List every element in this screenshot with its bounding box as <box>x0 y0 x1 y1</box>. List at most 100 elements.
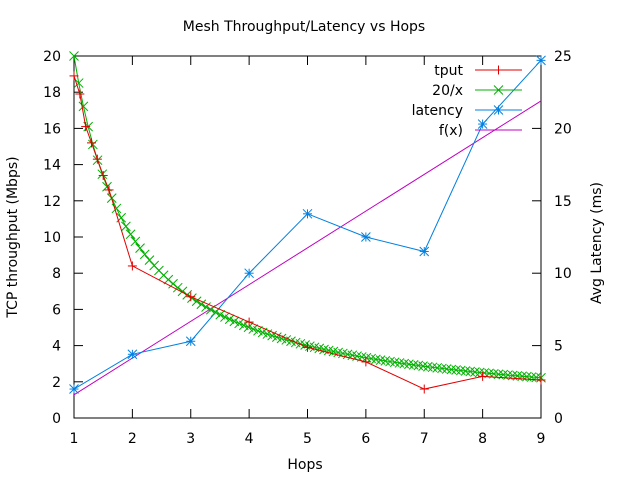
data-point-cross <box>168 278 178 289</box>
data-point-plus <box>127 261 137 271</box>
y-tick-label: 14 <box>43 158 61 174</box>
data-point-plus <box>98 170 108 180</box>
data-point-cross <box>130 236 141 247</box>
data-point-plus <box>494 65 503 75</box>
data-point-plus <box>104 185 114 195</box>
legend-label: latency <box>412 103 463 119</box>
legend-label: tput <box>434 63 463 79</box>
data-point-star <box>536 55 546 66</box>
data-point-star <box>185 336 196 347</box>
data-point-cross <box>229 316 240 327</box>
data-point-plus <box>303 342 312 352</box>
data-point-cross <box>135 243 145 254</box>
legend-label: 20/x <box>432 83 463 99</box>
y-axis-label: TCP throughput (Mbps) <box>5 156 21 318</box>
data-point-cross <box>88 139 98 150</box>
x-tick-label: 2 <box>128 431 137 447</box>
data-point-cross <box>455 365 466 376</box>
data-point-star <box>244 268 254 279</box>
data-point-cross <box>187 293 197 303</box>
legend: tput 20/x latency f(x) <box>412 63 522 139</box>
data-point-plus <box>419 384 429 394</box>
y-tick-label: 12 <box>43 194 61 210</box>
series-tput <box>69 71 546 394</box>
data-point-cross <box>215 309 226 320</box>
data-point-cross <box>451 365 461 375</box>
y-tick-label: 18 <box>43 85 61 101</box>
y-tick-label: 0 <box>52 411 61 427</box>
y2-tick-label: 25 <box>554 49 572 65</box>
data-point-plus <box>186 292 196 302</box>
data-point-star <box>361 232 371 242</box>
data-point-cross <box>432 363 443 373</box>
data-point-cross <box>441 364 452 374</box>
x-tick-label: 6 <box>361 431 370 447</box>
data-point-plus <box>536 375 546 385</box>
data-point-star <box>419 246 430 257</box>
data-point-plus <box>244 317 254 327</box>
data-point-plus <box>87 138 97 148</box>
series-20-x <box>69 51 546 383</box>
y2-axis-label: Avg Latency (ms) <box>589 182 605 304</box>
x-tick-label: 3 <box>186 431 195 447</box>
x-tick-label: 9 <box>537 431 546 447</box>
data-point-cross <box>121 221 131 232</box>
data-point-cross <box>201 302 211 312</box>
data-point-cross <box>465 366 476 377</box>
x-tick-label: 4 <box>245 431 254 447</box>
data-point-cross <box>470 367 480 377</box>
y-tick-label: 8 <box>52 266 61 282</box>
chart-title: Mesh Throughput/Latency vs Hops <box>183 19 425 35</box>
legend-label: f(x) <box>439 123 463 139</box>
y-tick-label: 20 <box>43 49 61 65</box>
data-point-cross <box>427 362 438 373</box>
y-tick-label: 10 <box>43 230 61 246</box>
data-point-cross <box>224 314 235 325</box>
data-point-plus <box>69 71 79 81</box>
data-point-star <box>477 119 488 129</box>
data-point-cross <box>172 282 183 293</box>
data-point-cross <box>446 364 457 375</box>
x-tick-label: 5 <box>303 431 312 447</box>
x-tick-label: 8 <box>478 431 487 447</box>
data-point-star <box>69 384 79 394</box>
data-point-star <box>127 349 138 360</box>
series-line <box>73 100 542 396</box>
legend-entry: tput <box>434 63 522 79</box>
series-f-x- <box>73 100 542 396</box>
data-point-plus <box>361 357 371 367</box>
data-point-cross <box>460 366 471 376</box>
data-point-star <box>302 208 313 219</box>
y2-tick-label: 20 <box>554 121 572 137</box>
series-latency <box>69 55 546 394</box>
x-axis-label: Hops <box>287 457 322 473</box>
data-point-cross <box>196 299 207 310</box>
data-point-plus <box>81 122 91 132</box>
legend-entry: 20/x <box>432 83 522 99</box>
y2-tick-label: 10 <box>554 266 572 282</box>
data-point-star <box>493 105 504 115</box>
y2-tick-label: 15 <box>554 194 572 210</box>
y2-tick-label: 0 <box>554 411 563 427</box>
legend-entry: f(x) <box>439 123 522 139</box>
y-tick-label: 6 <box>52 302 61 318</box>
data-point-cross <box>493 85 504 95</box>
data-point-cross <box>139 249 150 260</box>
data-point-cross <box>78 101 89 112</box>
x-tick-label: 1 <box>70 431 79 447</box>
data-point-cross <box>125 229 136 240</box>
legend-entry: latency <box>412 103 522 119</box>
y-tick-label: 16 <box>43 121 61 137</box>
y-tick-label: 4 <box>52 339 61 355</box>
data-point-cross <box>437 363 447 374</box>
y2-tick-label: 5 <box>554 339 563 355</box>
data-point-plus <box>75 89 85 99</box>
data-point-cross <box>220 312 230 322</box>
x-tick-label: 7 <box>420 431 429 447</box>
series-layer <box>69 51 546 396</box>
data-point-plus <box>92 154 102 164</box>
y-tick-label: 2 <box>52 375 61 391</box>
data-point-plus <box>478 371 488 381</box>
